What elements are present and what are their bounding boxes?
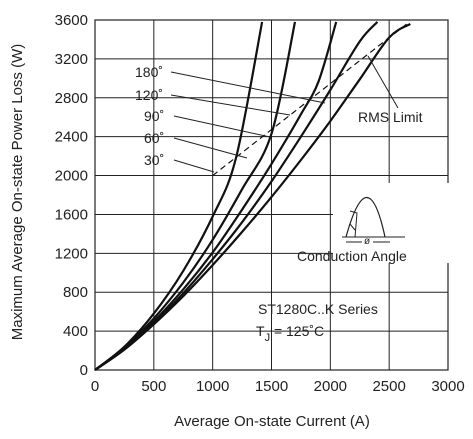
- y-tick-label: 800: [63, 284, 88, 301]
- label-60: 60˚: [144, 130, 164, 146]
- leader-90: [173, 115, 271, 138]
- temp-label: TJ = 125˚C: [256, 323, 324, 344]
- temp-prefix: T: [256, 323, 265, 339]
- leader-120: [170, 94, 291, 116]
- inset-box: [333, 183, 456, 263]
- angle-labels: 180˚ 120˚ 90˚ 60˚ 30˚: [135, 64, 164, 168]
- label-120: 120˚: [135, 87, 163, 103]
- x-tick-label: 500: [141, 378, 166, 395]
- conduction-angle-inset: ø Conduction Angle: [297, 183, 456, 264]
- label-30: 30˚: [144, 152, 164, 168]
- y-tick-label: 2000: [55, 168, 88, 185]
- y-tick-label: 3200: [55, 51, 88, 68]
- label-180: 180˚: [135, 64, 163, 80]
- y-tick-label: 0: [80, 362, 88, 379]
- rms-limit-leader: [367, 55, 399, 109]
- rms-limit-label: RMS Limit: [358, 109, 423, 125]
- x-axis-label: Average On-state Current (A): [174, 413, 370, 430]
- tick-labels: 0 500 1000 1500 2000 2500 3000 0 400 800 1200 1600 2…: [55, 12, 465, 395]
- x-tick-label: 1500: [255, 378, 288, 395]
- leader-180: [170, 71, 326, 104]
- y-tick-label: 3600: [55, 12, 88, 29]
- series-curve-3: [94, 21, 297, 371]
- x-tick-label: 3000: [431, 378, 464, 395]
- inset-label: Conduction Angle: [297, 248, 407, 264]
- leader-60: [173, 137, 248, 159]
- y-tick-label: 2400: [55, 129, 88, 146]
- temp-value: = 125˚C: [270, 323, 324, 339]
- y-axis-label: Maximum Average On-state Power Loss (W): [9, 44, 26, 340]
- label-90: 90˚: [144, 108, 164, 124]
- y-tick-label: 2800: [55, 90, 88, 107]
- curves: [94, 21, 411, 371]
- x-tick-label: 0: [91, 378, 99, 395]
- leader-30: [173, 159, 215, 173]
- inset-wave: [345, 196, 386, 238]
- inset-phi: ø: [364, 236, 370, 247]
- x-tick-label: 2500: [372, 378, 405, 395]
- series-label: ST1280C..K Series: [258, 301, 378, 317]
- y-tick-label: 400: [63, 323, 88, 340]
- x-tick-label: 2000: [314, 378, 347, 395]
- y-tick-label: 1200: [55, 245, 88, 262]
- temp-sub: J: [265, 332, 271, 344]
- series-curve-4: [94, 21, 264, 371]
- inset-shade: [349, 210, 358, 238]
- x-tick-label: 1000: [196, 378, 229, 395]
- y-tick-label: 1600: [55, 206, 88, 223]
- leader-lines: [170, 71, 326, 173]
- series-curve-2: [94, 21, 338, 371]
